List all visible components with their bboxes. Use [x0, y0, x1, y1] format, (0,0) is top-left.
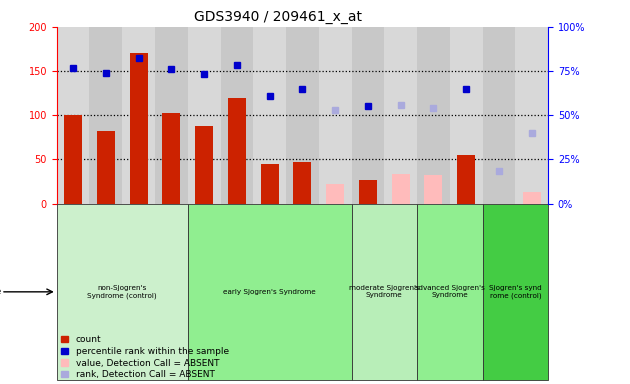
Bar [392, 174, 410, 204]
Bar [57, 27, 89, 204]
Bar [483, 27, 515, 204]
Text: early Sjogren's Syndrome: early Sjogren's Syndrome [223, 289, 316, 295]
Bar [515, 27, 548, 204]
Bar [457, 155, 475, 204]
Bar [188, 27, 220, 204]
Bar [384, 27, 417, 204]
Text: advanced Sjogren's
Syndrome: advanced Sjogren's Syndrome [415, 285, 485, 298]
Bar [220, 27, 253, 204]
Text: disease state: disease state [0, 287, 1, 296]
Bar [64, 115, 82, 204]
Bar [450, 27, 483, 204]
Bar [228, 98, 246, 204]
Bar [188, 204, 352, 380]
Bar [483, 204, 548, 380]
Bar [195, 126, 213, 204]
Bar [286, 27, 319, 204]
Bar [326, 184, 344, 204]
Bar [294, 162, 311, 204]
Bar [417, 204, 483, 380]
Bar [359, 180, 377, 204]
Bar [352, 27, 384, 204]
Bar [352, 204, 417, 380]
Bar [122, 27, 155, 204]
Bar [417, 27, 450, 204]
Text: moderate Sjogren's
Syndrome: moderate Sjogren's Syndrome [349, 285, 420, 298]
Bar [57, 204, 188, 380]
Legend: count, percentile rank within the sample, value, Detection Call = ABSENT, rank, : count, percentile rank within the sample… [61, 335, 229, 379]
Bar [319, 27, 352, 204]
Bar [253, 27, 286, 204]
Title: GDS3940 / 209461_x_at: GDS3940 / 209461_x_at [194, 10, 362, 25]
Bar [425, 175, 442, 204]
Bar [97, 131, 115, 204]
Bar [89, 27, 122, 204]
Bar [523, 192, 541, 204]
Bar [130, 53, 147, 204]
Text: non-Sjogren's
Syndrome (control): non-Sjogren's Syndrome (control) [88, 285, 157, 299]
Bar [163, 113, 180, 204]
Text: Sjogren's synd
rome (control): Sjogren's synd rome (control) [489, 285, 542, 299]
Bar [261, 164, 278, 204]
Bar [155, 27, 188, 204]
